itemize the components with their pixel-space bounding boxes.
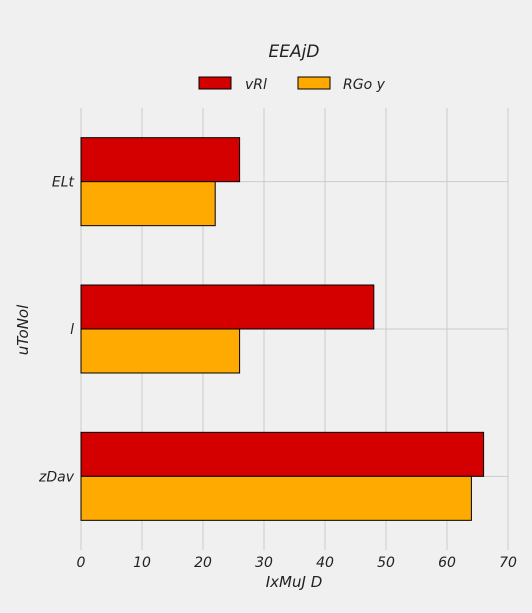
x-axis-label: IxMuJ D — [266, 573, 323, 591]
x-tick-label: 10 — [133, 555, 151, 571]
legend-label: vRl — [245, 77, 267, 93]
chart-title: EEAjD — [269, 42, 320, 62]
x-tick-label: 30 — [255, 555, 273, 571]
y-tick-label: zDav — [38, 469, 75, 485]
bar-rgo-y-zdav — [80, 475, 472, 521]
y-tick-labels: ELt l zDav — [38, 175, 75, 486]
y-tick-label: l — [70, 322, 74, 338]
legend-swatch — [198, 76, 232, 90]
bar-vrl-zdav — [80, 431, 485, 477]
legend-label: RGo y — [343, 77, 386, 93]
y-axis-label: uToNol — [14, 304, 32, 355]
x-tick-label: 0 — [77, 555, 86, 571]
legend-swatch — [297, 76, 331, 90]
bar-vrl-l — [80, 284, 375, 330]
bar-vrl-elt — [80, 137, 241, 183]
bars — [80, 137, 485, 521]
x-tick-label: 50 — [377, 555, 395, 571]
x-tick-label: 70 — [499, 555, 517, 571]
x-tick-label: 60 — [438, 555, 456, 571]
x-tick-label: 40 — [316, 555, 334, 571]
x-tick-labels: 0 10 20 30 40 50 60 70 — [77, 555, 517, 571]
bar-rgo-y-elt — [80, 181, 216, 227]
legend: vRl RGo y — [198, 76, 386, 93]
x-tick-label: 20 — [194, 555, 212, 571]
y-tick-label: ELt — [52, 175, 75, 191]
bar-rgo-y-l — [80, 328, 241, 374]
